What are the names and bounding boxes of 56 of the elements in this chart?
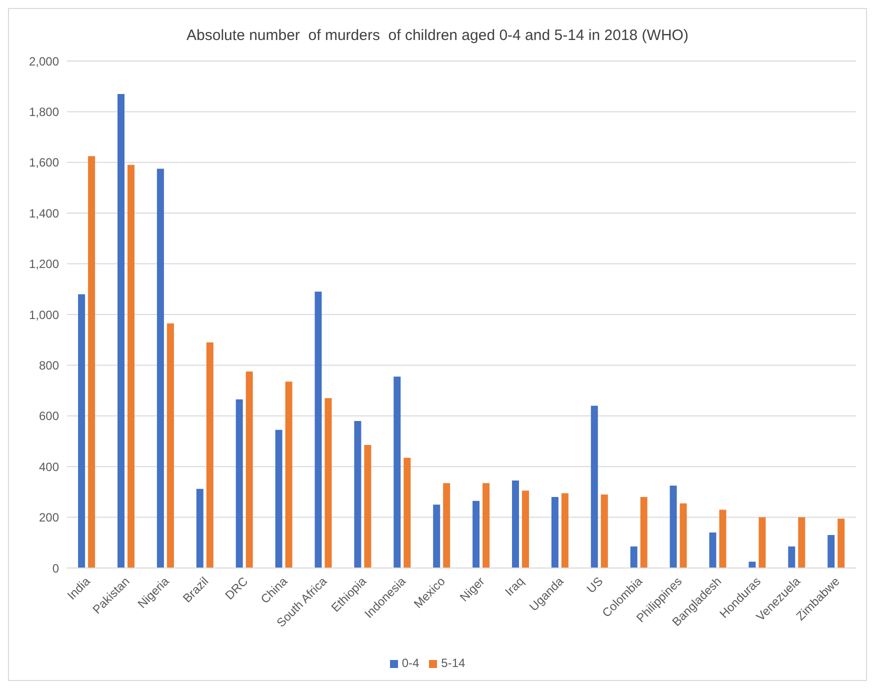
bar: [78, 294, 86, 568]
bar: [561, 493, 568, 568]
y-tick-label: 1,600: [28, 156, 60, 170]
y-tick-label: 0: [52, 561, 60, 576]
y-tick-label: 2,000: [28, 54, 60, 68]
bar: [512, 480, 519, 568]
bar: [472, 500, 480, 568]
y-tick-label: 800: [38, 358, 60, 372]
bar: [285, 382, 292, 568]
bar: [551, 497, 558, 568]
bar: [482, 483, 490, 568]
bar: [314, 292, 322, 568]
bar: [788, 546, 796, 568]
bar: [404, 458, 411, 568]
bar: [709, 532, 716, 568]
bar: [522, 490, 529, 568]
y-tick-label: 1,800: [28, 104, 60, 119]
bar: [275, 430, 282, 568]
bar: [196, 488, 204, 568]
legend-label: 5-14: [441, 656, 466, 670]
bar: [680, 503, 687, 568]
bar: [719, 510, 726, 568]
bar: [798, 517, 806, 568]
bar: [166, 323, 174, 568]
y-tick-label: 600: [38, 409, 60, 424]
bar: [758, 517, 766, 568]
bar: [748, 562, 756, 568]
bar: [236, 399, 243, 568]
x-tick-label: US: [584, 574, 606, 596]
bar: [590, 406, 598, 568]
y-tick-label: 400: [38, 460, 60, 474]
bar: [394, 376, 401, 568]
bar: [443, 483, 450, 568]
bar: [640, 497, 648, 568]
x-tick-label: Iraq: [502, 574, 527, 599]
chart-title: Absolute number of murders of children aged 0-4 and 5-14 in 2018 (WHO): [186, 27, 690, 44]
bar: [117, 94, 124, 568]
bar: [828, 535, 835, 568]
bar: [433, 504, 440, 568]
bar: [838, 518, 845, 568]
bar: [206, 342, 214, 568]
bar: [156, 168, 164, 568]
bar: [364, 445, 372, 568]
bar: [600, 494, 608, 568]
legend-label: 0-4: [402, 656, 420, 670]
bar: [354, 420, 362, 568]
bar: [324, 398, 332, 568]
y-tick-label: 200: [38, 510, 60, 525]
y-tick-label: 1,400: [28, 206, 60, 220]
bar: [127, 164, 134, 568]
bar: [670, 486, 677, 568]
bar: [88, 156, 96, 568]
y-tick-label: 1,000: [28, 308, 60, 322]
y-tick-label: 1,200: [28, 257, 60, 272]
bar: [246, 372, 253, 568]
bar: [630, 546, 638, 568]
